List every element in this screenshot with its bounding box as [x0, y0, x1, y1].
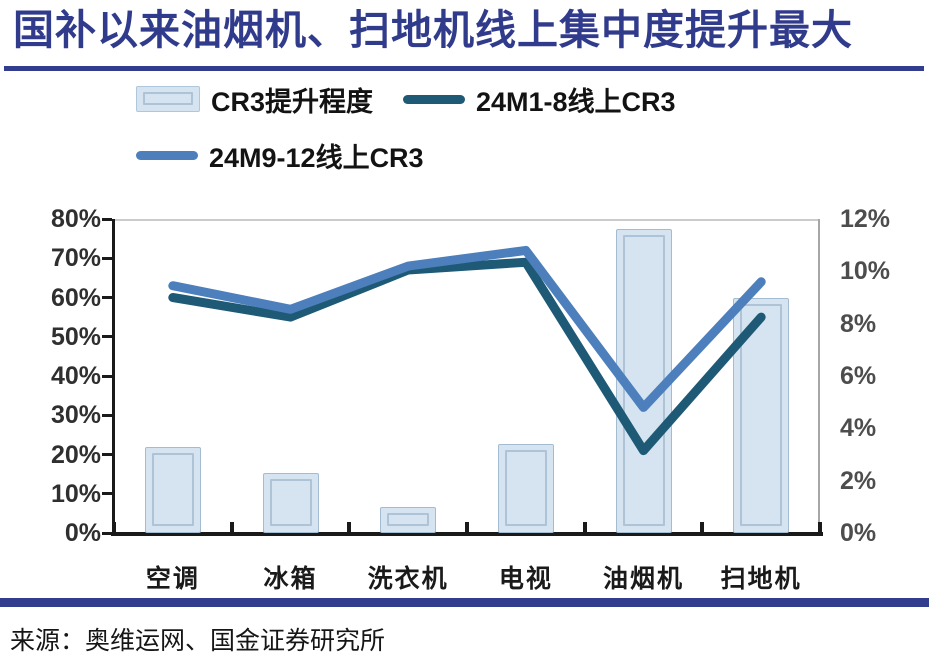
right-axis-tick-label: 0% — [840, 519, 877, 547]
left-axis-tick — [102, 492, 112, 496]
legend-label: 24M1-8线上CR3 — [476, 86, 676, 117]
x-axis-tick — [112, 522, 116, 532]
left-axis-tick-label: 70% — [50, 244, 101, 273]
legend-item-2: 24M1-8线上CR3 — [403, 84, 676, 117]
footer-divider-bar — [0, 598, 929, 607]
line-series-24M9-12线上CR3 — [168, 245, 766, 412]
bar-冰箱 — [262, 472, 319, 533]
left-axis-tick-label: 80% — [50, 205, 101, 233]
left-axis-tick-label: 50% — [50, 322, 101, 351]
left-axis-tick — [102, 256, 112, 260]
x-axis-tick — [347, 522, 352, 532]
x-axis-tick — [465, 522, 469, 532]
left-axis-tick-label: 10% — [50, 479, 101, 508]
x-axis-tick — [818, 522, 822, 532]
plot-top-border — [114, 219, 820, 221]
x-axis-category-label: 电视 — [498, 565, 553, 593]
left-axis-tick — [102, 296, 112, 299]
x-axis-category-label: 扫地机 — [720, 565, 802, 593]
legend-line-swatch-icon — [403, 94, 466, 104]
line-series-24M1-8线上CR3 — [168, 257, 766, 456]
left-axis-tick-label: 0% — [64, 519, 101, 547]
x-axis-line — [111, 532, 823, 536]
chart-legend: CR3提升程度 24M1-8线上CR3 24M9-12线上CR3 — [136, 84, 736, 173]
right-axis-tick-label: 12% — [840, 205, 891, 233]
chart-plot-area: 80% 70% 60% 50% 40% 30% 20% 10% 0% 12% 10% 8% 6% 4% 2%… — [51, 205, 890, 593]
legend-label: 24M9-12线上CR3 — [209, 142, 424, 173]
x-axis-category-label: 冰箱 — [263, 565, 318, 593]
bar-空调 — [144, 446, 201, 533]
x-axis-category-label: 空调 — [145, 565, 200, 593]
plot-right-border — [818, 219, 820, 534]
x-axis-tick — [700, 522, 705, 532]
left-axis-tick — [102, 453, 112, 456]
bar-电视 — [497, 444, 554, 533]
left-axis-tick — [102, 413, 112, 417]
left-axis-tick — [102, 374, 112, 378]
x-axis-tick — [229, 522, 234, 532]
line-series-layer — [168, 245, 766, 456]
right-axis-tick-label: 6% — [840, 362, 877, 390]
page-title: 国补以来油烟机、扫地机线上集中度提升最大 — [13, 7, 853, 53]
x-axis-category-label: 洗衣机 — [367, 565, 449, 593]
left-axis-tick-label: 40% — [50, 362, 101, 390]
left-axis-tick — [102, 531, 112, 535]
legend-item-1: CR3提升程度 — [136, 84, 373, 117]
bar-洗衣机 — [380, 506, 437, 533]
right-axis-tick-label: 4% — [840, 414, 877, 443]
left-axis-tick-label: 30% — [50, 401, 101, 430]
right-axis-tick-label: 8% — [840, 309, 877, 338]
right-axis-tick-label: 10% — [840, 257, 891, 286]
left-y-axis-line — [112, 219, 115, 536]
legend-label: CR3提升程度 — [211, 86, 374, 117]
x-axis-tick — [582, 522, 587, 532]
left-axis-tick-label: 60% — [50, 283, 101, 312]
legend-line-swatch-icon — [136, 150, 198, 160]
title-divider — [4, 66, 924, 71]
left-axis-tick-label: 20% — [50, 440, 101, 469]
x-axis-category-label: 油烟机 — [602, 565, 684, 593]
right-axis-tick-label: 2% — [840, 466, 877, 495]
source-note: 来源：奥维运网、国金证券研究所 — [10, 627, 386, 655]
left-axis-tick — [102, 335, 112, 339]
left-axis-tick — [102, 217, 112, 221]
legend-item-3: 24M9-12线上CR3 — [136, 140, 424, 173]
legend-bar-swatch-icon — [136, 86, 200, 112]
